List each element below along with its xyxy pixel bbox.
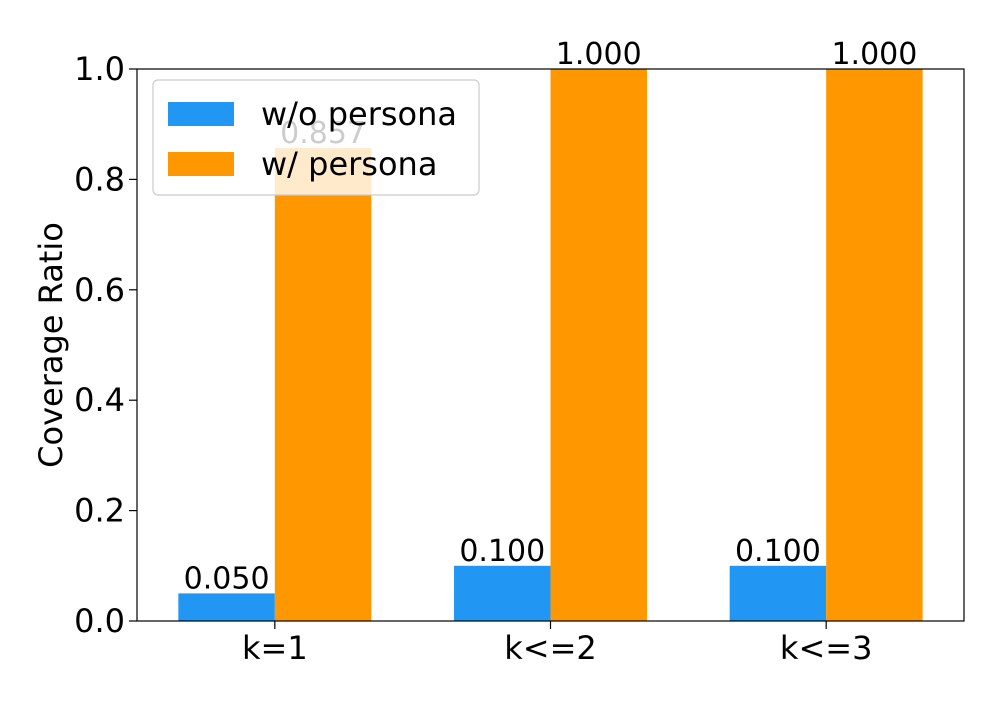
data-label: 0.050 [184, 561, 270, 596]
x-axis: k=1 k<=2 k<=3 [242, 621, 872, 667]
y-axis: 0.0 0.2 0.4 0.6 0.8 1.0 [74, 50, 137, 640]
legend-swatch [168, 152, 234, 176]
data-label: 0.100 [735, 534, 821, 569]
legend-swatch [168, 102, 234, 126]
data-label: 1.000 [556, 37, 642, 72]
y-tick-label: 0.6 [74, 271, 125, 309]
y-tick-label: 0.8 [74, 160, 125, 198]
legend-box [152, 79, 480, 196]
bar [729, 565, 827, 621]
data-label: 0.100 [459, 534, 545, 569]
bars-layer [178, 69, 923, 621]
legend-label: w/ persona [261, 145, 437, 183]
y-axis-label: Coverage Ratio [32, 222, 70, 468]
y-tick-label: 0.4 [74, 381, 125, 419]
bar [826, 69, 923, 621]
y-tick-label: 0.0 [74, 602, 125, 640]
x-tick-label: k<=3 [780, 629, 873, 667]
bar [178, 593, 275, 621]
bar [550, 69, 647, 621]
x-tick-label: k<=2 [504, 629, 597, 667]
legend: w/o persona w/ persona [152, 79, 480, 196]
data-label: 1.000 [831, 37, 917, 72]
legend-label: w/o persona [261, 95, 457, 133]
bar [274, 147, 372, 621]
x-tick-label: k=1 [242, 629, 308, 667]
y-tick-label: 0.2 [74, 492, 125, 530]
y-tick-label: 1.0 [74, 50, 125, 88]
bar [454, 565, 551, 621]
